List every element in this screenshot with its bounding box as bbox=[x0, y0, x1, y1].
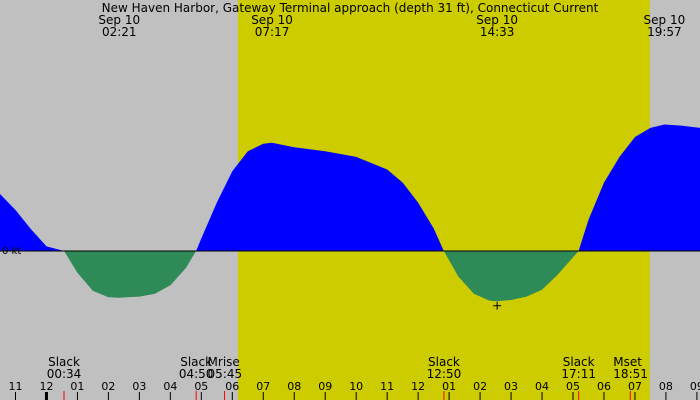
top-event-time: 07:17 bbox=[255, 25, 290, 39]
hour-tick-label: 08 bbox=[287, 380, 301, 393]
zero-label: 0 kt bbox=[2, 246, 21, 257]
hour-tick-label: 12 bbox=[411, 380, 425, 393]
bottom-events: Slack00:34Slack04:50Mrise05:45Slack12:50… bbox=[47, 355, 648, 400]
hour-tick-label: 03 bbox=[132, 380, 146, 393]
bottom-event-label: Slack bbox=[48, 355, 80, 369]
hour-tick-label: 10 bbox=[349, 380, 363, 393]
bottom-event-label: Mrise bbox=[208, 355, 240, 369]
bottom-event-time: 00:34 bbox=[47, 367, 82, 381]
flood-area bbox=[578, 124, 700, 251]
hour-tick-label: 04 bbox=[163, 380, 177, 393]
hour-tick-label: 03 bbox=[504, 380, 518, 393]
bottom-event-time: 18:51 bbox=[613, 367, 648, 381]
hour-tick-label: 11 bbox=[380, 380, 394, 393]
bottom-event-time: 17:11 bbox=[561, 367, 596, 381]
hour-tick-label: 02 bbox=[101, 380, 115, 393]
hour-tick-label: 12 bbox=[39, 380, 53, 393]
current-areas bbox=[0, 124, 700, 302]
hour-tick-label: 05 bbox=[566, 380, 580, 393]
top-event-date: Sep 10 bbox=[644, 13, 686, 27]
chart-title: New Haven Harbor, Gateway Terminal appro… bbox=[102, 1, 599, 15]
hour-tick-label: 11 bbox=[8, 380, 22, 393]
hour-tick-label: 01 bbox=[442, 380, 456, 393]
bottom-event-label: Slack bbox=[428, 355, 460, 369]
hour-tick-label: 05 bbox=[194, 380, 208, 393]
ebb-area bbox=[443, 251, 579, 302]
top-event-time: 02:21 bbox=[102, 25, 137, 39]
hour-tick-label: 09 bbox=[690, 380, 700, 393]
top-event-time: 19:57 bbox=[647, 25, 682, 39]
bottom-event-time: 12:50 bbox=[427, 367, 462, 381]
current-marker bbox=[493, 301, 502, 310]
hour-tick-label: 07 bbox=[256, 380, 270, 393]
hour-tick-label: 07 bbox=[628, 380, 642, 393]
bottom-event-time: 05:45 bbox=[208, 367, 243, 381]
bottom-event-label: Slack bbox=[180, 355, 212, 369]
bottom-event-label: Slack bbox=[563, 355, 595, 369]
top-event-date: Sep 10 bbox=[98, 13, 140, 27]
hour-tick-label: 06 bbox=[597, 380, 611, 393]
hour-tick-label: 01 bbox=[70, 380, 84, 393]
ebb-area bbox=[64, 251, 197, 298]
hour-tick-label: 09 bbox=[318, 380, 332, 393]
top-event-time: 14:33 bbox=[480, 25, 515, 39]
top-event-date: Sep 10 bbox=[476, 13, 518, 27]
hour-axis: 11 12 01 02 03 04 05 06 07 08 09 10 11 12 01 02 03 04 05 06… bbox=[8, 380, 700, 400]
hour-tick-label: 08 bbox=[659, 380, 673, 393]
bottom-event-label: Mset bbox=[613, 355, 642, 369]
top-event-date: Sep 10 bbox=[251, 13, 293, 27]
hour-tick-label: 04 bbox=[535, 380, 549, 393]
hour-tick-label: 06 bbox=[225, 380, 239, 393]
bottom-event-time: 04:50 bbox=[179, 367, 214, 381]
flood-area bbox=[0, 194, 65, 251]
hour-tick-label: 02 bbox=[473, 380, 487, 393]
flood-area bbox=[196, 142, 444, 251]
